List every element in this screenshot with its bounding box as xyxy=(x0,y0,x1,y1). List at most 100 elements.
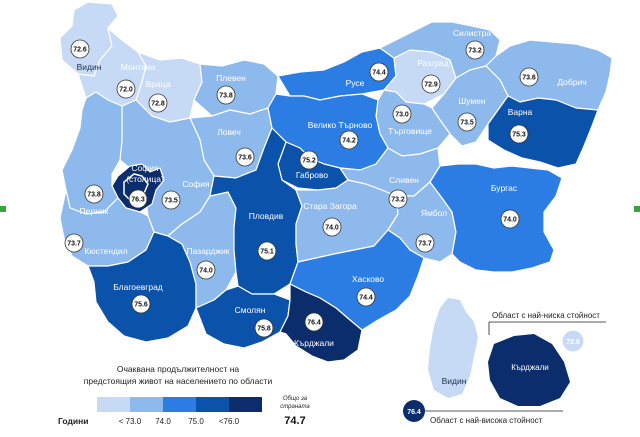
label-sofia: София xyxy=(182,179,210,189)
bubble-pazardzhik: 74.0 xyxy=(196,260,216,280)
svg-text:75.2: 75.2 xyxy=(302,158,316,165)
svg-text:75.1: 75.1 xyxy=(260,249,274,256)
label-razgrad: Разград xyxy=(417,58,448,68)
region-pleven[interactable] xyxy=(193,59,279,117)
label-pazardzhik: Пазарджик xyxy=(186,246,229,256)
inset-highest-name: Кърджали xyxy=(511,363,549,372)
bubble-shumen: 73.5 xyxy=(457,112,477,132)
inset-highest-bubble xyxy=(403,400,425,422)
legend-title-line1: Очаквана продължителност на xyxy=(117,364,240,374)
legend-swatch-4 xyxy=(196,397,229,412)
bubble-varna: 75.3 xyxy=(509,124,529,144)
inset-panel: Видин Област с най-ниска стойност 72.6 К… xyxy=(403,298,606,425)
legend: Очаквана продължителност на предстоящия … xyxy=(58,364,310,427)
bubble-haskovo: 74.4 xyxy=(356,287,376,307)
bubble-stara-zagora: 74.0 xyxy=(322,217,342,237)
svg-text:73.6: 73.6 xyxy=(522,75,536,82)
national-label-line1: Общо за xyxy=(283,396,308,402)
svg-text:73.7: 73.7 xyxy=(67,241,81,248)
svg-text:73.7: 73.7 xyxy=(418,241,432,248)
national-value: 74.7 xyxy=(284,415,305,427)
svg-text:76.4: 76.4 xyxy=(307,320,321,327)
bubble-burgas: 74.0 xyxy=(500,209,520,229)
label-montana: Монтана xyxy=(121,62,156,72)
svg-text:73.8: 73.8 xyxy=(219,93,233,100)
bubble-smolyan: 75.8 xyxy=(254,318,274,338)
svg-text:74.4: 74.4 xyxy=(359,295,373,302)
legend-swatch-3 xyxy=(163,397,196,412)
label-plovdiv: Пловдив xyxy=(249,211,284,221)
svg-text:75.8: 75.8 xyxy=(257,326,271,333)
bubble-ruse: 74.4 xyxy=(369,62,389,82)
bubble-vratsa: 72.8 xyxy=(148,93,168,113)
bubble-blagoevgrad: 75.6 xyxy=(131,294,151,314)
label-smolyan: Смолян xyxy=(235,305,266,315)
bubble-targovishte: 73.0 xyxy=(392,104,412,124)
svg-text:73.8: 73.8 xyxy=(87,192,101,199)
svg-text:72.8: 72.8 xyxy=(151,101,165,108)
legend-years-label: Години xyxy=(58,416,88,426)
bubble-razgrad: 72.9 xyxy=(421,74,441,94)
legend-tick-3: 75.0 xyxy=(188,417,204,426)
value-bubbles: 72.6 72.0 72.8 73.8 73.6 74.4 72.9 73.2 … xyxy=(64,39,539,338)
inset-highest-value: 76.4 xyxy=(407,409,421,416)
svg-text:74.0: 74.0 xyxy=(503,217,517,224)
bubble-yambol: 73.7 xyxy=(415,233,435,253)
bubble-vidin: 72.6 xyxy=(70,39,90,59)
bubble-lovech: 73.6 xyxy=(235,147,255,167)
svg-text:75.3: 75.3 xyxy=(512,132,526,139)
svg-text:73.0: 73.0 xyxy=(395,112,409,119)
inset-lowest-bubble xyxy=(561,329,585,353)
regions-layer xyxy=(59,1,613,363)
inset-highest-label: Област с най-висока стойност xyxy=(430,416,543,425)
bubble-pernik: 73.8 xyxy=(84,184,104,204)
svg-text:74.4: 74.4 xyxy=(372,70,386,77)
bubble-sliven: 73.2 xyxy=(388,189,408,209)
bubble-kyustendil: 73.7 xyxy=(64,233,84,253)
label-pleven: Плевен xyxy=(216,73,246,83)
region-burgas[interactable] xyxy=(429,163,563,273)
legend-swatch-2 xyxy=(130,397,163,412)
svg-text:73.2: 73.2 xyxy=(391,197,405,204)
svg-text:74.0: 74.0 xyxy=(325,225,339,232)
label-pernik: Перник xyxy=(80,206,109,216)
region-varna[interactable] xyxy=(487,95,599,169)
legend-swatch-5 xyxy=(229,397,262,412)
svg-text:73.2: 73.2 xyxy=(468,48,482,55)
national-label-line2: страната xyxy=(280,404,310,410)
bubble-montana: 72.0 xyxy=(116,79,136,99)
label-vtarnovo: Велико Търново xyxy=(308,120,373,130)
bubble-silistra: 73.2 xyxy=(465,40,485,60)
bubble-vtarnovo: 74.2 xyxy=(339,130,359,150)
label-varna: Варна xyxy=(508,107,533,117)
selection-handle-right[interactable] xyxy=(634,206,640,212)
bubble-plovdiv: 75.1 xyxy=(257,241,277,261)
svg-text:73.6: 73.6 xyxy=(238,155,252,162)
label-burgas: Бургас xyxy=(491,183,518,193)
label-lovech: Ловеч xyxy=(217,127,241,137)
label-vidin: Видин xyxy=(77,62,102,72)
label-sliven: Сливен xyxy=(389,175,419,185)
label-haskovo: Хасково xyxy=(352,274,385,284)
svg-text:74.0: 74.0 xyxy=(199,268,213,275)
label-shumen: Шумен xyxy=(458,96,486,106)
svg-text:75.6: 75.6 xyxy=(134,302,148,309)
inset-lowest-shape xyxy=(428,298,478,398)
selection-handle-left[interactable] xyxy=(0,206,6,212)
bubble-gabrovo: 75.2 xyxy=(299,150,319,170)
label-kyustendil: Кюстендил xyxy=(84,246,128,256)
inset-highest-shape xyxy=(488,334,570,406)
svg-text:76.3: 76.3 xyxy=(131,197,145,204)
legend-tick-2: 74.0 xyxy=(155,417,171,426)
label-silistra: Силистра xyxy=(453,28,491,38)
label-sofia-capital-1: София xyxy=(131,163,159,173)
legend-tick-4: <76.0 xyxy=(219,417,240,426)
svg-text:73.5: 73.5 xyxy=(164,198,178,205)
label-ruse: Русе xyxy=(346,78,365,88)
bubble-sofia-capital: 76.3 xyxy=(128,189,148,209)
svg-text:72.9: 72.9 xyxy=(424,82,438,89)
bubble-sofia: 73.5 xyxy=(161,190,181,210)
capital-outline xyxy=(123,173,149,203)
label-sofia-capital-2: (столица) xyxy=(126,174,164,184)
